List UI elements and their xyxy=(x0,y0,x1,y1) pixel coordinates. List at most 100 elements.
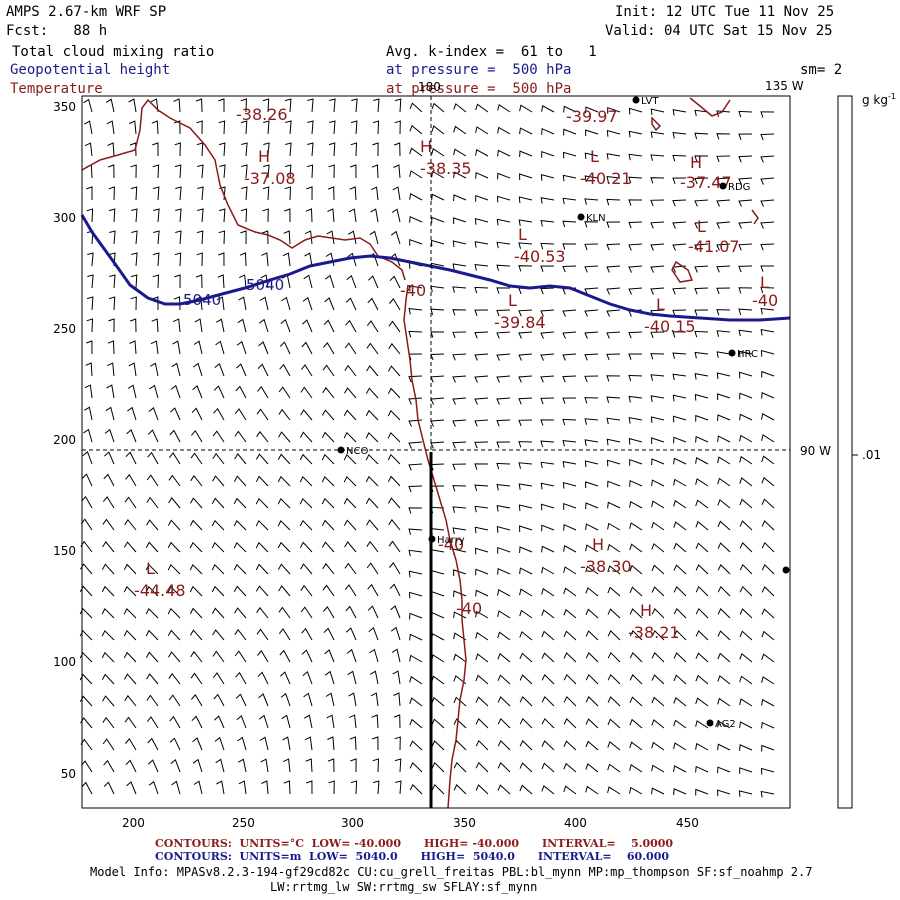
station-label: AG2 xyxy=(715,719,736,730)
wind-barb xyxy=(672,221,687,229)
wind-barb xyxy=(299,497,313,509)
wind-barb xyxy=(585,740,599,751)
temperature-label: L xyxy=(697,217,706,236)
wind-barb xyxy=(760,307,775,315)
temperature-label: -38.26 xyxy=(236,105,288,124)
wind-barb xyxy=(151,318,159,333)
lon-180-label: 180 xyxy=(418,80,441,94)
wind-barb xyxy=(672,154,687,162)
wind-barb xyxy=(474,353,489,361)
wind-barb xyxy=(651,674,665,685)
wind-barb xyxy=(761,653,775,663)
wind-barb xyxy=(300,563,313,575)
wind-barb xyxy=(212,650,225,663)
wind-barb xyxy=(79,629,93,641)
wind-barb xyxy=(716,265,731,273)
wind-barb xyxy=(131,252,138,267)
wind-barb xyxy=(606,153,621,160)
wind-barb xyxy=(519,762,533,773)
wind-barb xyxy=(540,353,555,361)
wind-barb xyxy=(343,431,357,443)
wind-barb xyxy=(129,120,137,135)
temperature-labels: -38.26H-37.08H-38.35-39.97L-40.21H-37.47… xyxy=(134,105,778,642)
wind-barb xyxy=(300,409,313,421)
wind-barb xyxy=(130,164,137,179)
wind-barb xyxy=(738,221,753,229)
wind-barb xyxy=(628,374,643,382)
wind-barbs xyxy=(79,98,775,798)
wind-barb xyxy=(348,208,357,223)
wind-barb xyxy=(108,186,115,201)
wind-barb xyxy=(629,479,643,487)
wind-barb xyxy=(519,674,533,685)
wind-barb xyxy=(197,208,204,223)
wind-barb xyxy=(452,331,467,339)
y-tick-label: 250 xyxy=(53,322,76,336)
wind-barb xyxy=(430,285,445,293)
wind-barb xyxy=(584,309,599,317)
wind-barb xyxy=(368,626,379,641)
wind-barb xyxy=(321,475,335,487)
wind-barb xyxy=(79,585,93,597)
wind-barb xyxy=(233,585,247,597)
wind-barb xyxy=(391,208,401,223)
wind-barb xyxy=(452,375,467,383)
wind-barb xyxy=(453,590,467,598)
wind-barb xyxy=(672,331,687,338)
wind-barb xyxy=(124,496,137,509)
wind-barb xyxy=(350,758,357,773)
temperature-label: -38.35 xyxy=(420,159,472,178)
wind-barb xyxy=(694,177,709,185)
wind-barb xyxy=(496,241,511,249)
wind-barb xyxy=(321,431,335,443)
wind-barb xyxy=(738,110,753,118)
wind-barb xyxy=(150,362,159,377)
x-tick-label: 400 xyxy=(564,816,587,830)
wind-barb xyxy=(716,110,731,117)
wind-barb xyxy=(192,385,203,399)
wind-barb xyxy=(738,329,753,337)
x-tick-label: 300 xyxy=(341,816,364,830)
wind-barb xyxy=(409,215,423,223)
wind-barb xyxy=(761,434,775,443)
wind-barb xyxy=(106,362,115,377)
temperature-label: L xyxy=(590,147,599,166)
wind-barb xyxy=(540,197,555,204)
wind-barb xyxy=(345,627,357,641)
wind-barb xyxy=(84,384,93,399)
wind-barb xyxy=(739,413,753,421)
station-marker xyxy=(782,566,790,574)
wind-barb xyxy=(170,758,181,773)
wind-barb xyxy=(519,784,533,795)
wind-barb xyxy=(496,331,511,339)
wind-barb xyxy=(519,525,533,533)
wind-barb xyxy=(259,296,269,311)
temperature-label: -39.84 xyxy=(494,313,546,332)
wind-barb xyxy=(629,651,643,663)
wind-barb xyxy=(695,520,709,531)
plot-frame xyxy=(81,95,791,809)
wind-barb xyxy=(102,738,115,751)
wind-barb xyxy=(285,120,292,135)
wind-barb xyxy=(189,519,203,531)
wind-barb xyxy=(584,152,599,160)
wind-barb xyxy=(453,148,467,157)
wind-barb xyxy=(474,484,489,492)
wind-barb xyxy=(607,763,621,773)
wind-barb xyxy=(739,630,753,641)
wind-barb xyxy=(409,718,423,729)
wind-barb xyxy=(192,758,203,773)
wind-barb xyxy=(365,409,379,421)
wind-barb xyxy=(650,331,665,339)
wind-barb xyxy=(694,132,709,140)
wind-barb xyxy=(761,698,775,707)
wind-barb xyxy=(324,649,335,663)
wind-barb xyxy=(716,309,731,316)
wind-barb xyxy=(695,414,709,422)
wind-barb xyxy=(350,142,358,157)
wind-barb xyxy=(760,767,775,775)
wind-barb xyxy=(304,230,313,245)
wind-barb xyxy=(695,742,709,751)
lon-135w-label: 135 W xyxy=(765,79,804,93)
wind-barb xyxy=(694,330,709,338)
